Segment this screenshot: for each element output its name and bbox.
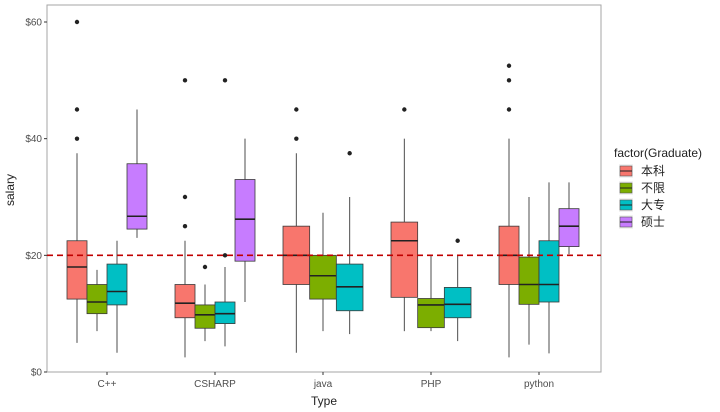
outlier-point xyxy=(182,78,188,83)
legend-label: 本科 xyxy=(641,164,665,178)
box-C++-不限 xyxy=(86,269,108,332)
box-iqr xyxy=(214,301,236,324)
box-CSHARP-硕士 xyxy=(234,138,256,302)
x-axis-title: Type xyxy=(311,394,337,408)
box-iqr xyxy=(126,163,148,230)
outlier-point xyxy=(294,136,299,141)
x-tick-label: python xyxy=(524,379,554,390)
outlier-point xyxy=(202,264,208,270)
box-PHP-本科 xyxy=(390,107,419,332)
outlier-point xyxy=(506,78,512,83)
legend-label: 大专 xyxy=(641,197,665,212)
x-tick-label: java xyxy=(313,379,333,390)
box-C++-硕士 xyxy=(126,109,148,238)
x-tick-label: C++ xyxy=(98,379,117,390)
box-iqr xyxy=(86,284,108,315)
box-C++-大专 xyxy=(106,240,128,353)
outlier-point xyxy=(182,194,188,200)
box-java-大专 xyxy=(335,151,364,335)
box-python-大专 xyxy=(538,182,560,354)
legend-item-大专: 大专 xyxy=(619,197,665,212)
x-tick-label: CSHARP xyxy=(194,379,236,390)
legend-item-本科: 本科 xyxy=(619,164,665,178)
outlier-point xyxy=(294,107,299,112)
y-axis-title: salary xyxy=(3,174,17,206)
box-iqr xyxy=(174,284,196,319)
box-iqr xyxy=(518,256,540,305)
box-CSHARP-大专 xyxy=(214,78,236,347)
box-python-硕士 xyxy=(558,182,580,255)
box-iqr xyxy=(558,208,580,247)
box-PHP-大专 xyxy=(443,238,472,342)
legend-label: 硕士 xyxy=(641,215,665,229)
y-tick-label: $20 xyxy=(25,251,42,262)
outlier-point xyxy=(74,107,80,112)
outlier-point xyxy=(347,151,352,156)
outlier-point xyxy=(402,107,407,112)
legend-item-硕士: 硕士 xyxy=(619,215,665,229)
box-iqr xyxy=(417,298,445,329)
outlier-point xyxy=(74,19,80,25)
outlier-point xyxy=(455,238,460,243)
box-iqr xyxy=(234,179,256,262)
outlier-point xyxy=(222,253,228,258)
y-tick-label: $40 xyxy=(25,134,42,145)
box-iqr xyxy=(309,254,337,300)
outlier-point xyxy=(506,107,512,112)
box-iqr xyxy=(194,304,216,329)
y-tick-label: $0 xyxy=(31,368,43,379)
legend-label: 不限 xyxy=(641,181,665,195)
box-iqr xyxy=(538,240,560,303)
outlier-point xyxy=(222,78,228,83)
box-iqr xyxy=(66,240,88,300)
box-iqr xyxy=(390,221,419,298)
box-iqr xyxy=(106,263,128,306)
x-tick-label: PHP xyxy=(421,379,442,390)
outlier-point xyxy=(182,223,188,229)
outlier-point xyxy=(506,63,512,68)
box-CSHARP-本科 xyxy=(174,78,196,358)
legend-title: factor(Graduate) xyxy=(614,146,702,160)
box-CSHARP-不限 xyxy=(194,264,216,342)
legend-item-不限: 不限 xyxy=(619,181,665,195)
box-iqr xyxy=(443,287,472,319)
outlier-point xyxy=(74,136,80,141)
y-tick-label: $60 xyxy=(25,18,42,29)
